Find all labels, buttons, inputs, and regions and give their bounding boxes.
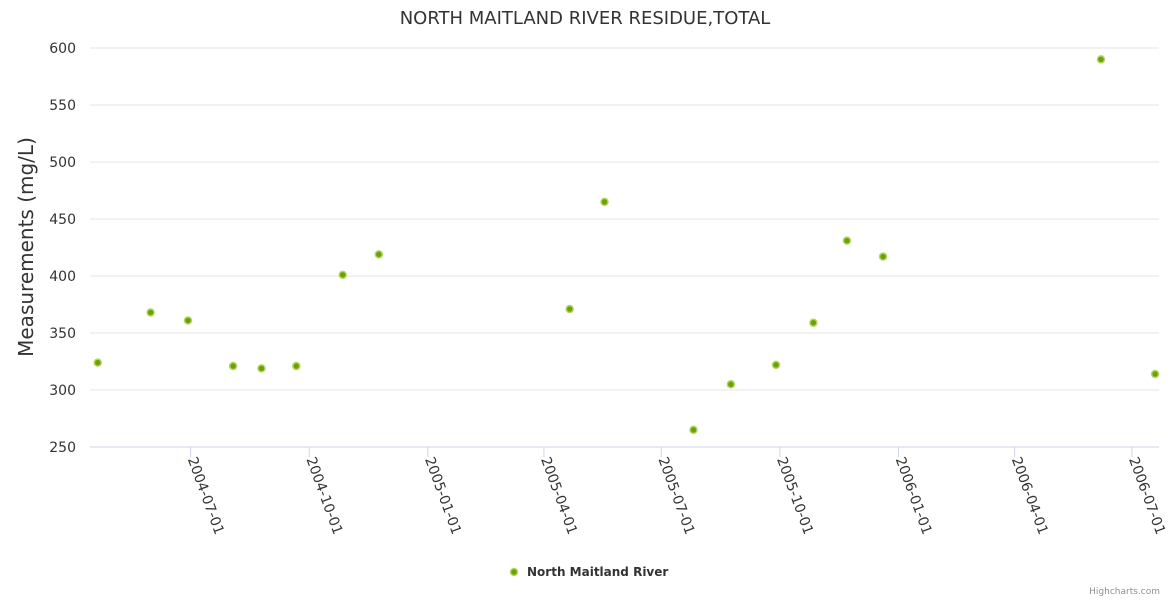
y-tick-label: 350 (49, 326, 76, 342)
gridlines (90, 47, 1159, 448)
data-point[interactable] (257, 364, 266, 373)
data-point[interactable] (146, 308, 155, 317)
data-point[interactable] (842, 236, 852, 245)
data-point[interactable] (228, 361, 238, 371)
data-point[interactable] (183, 316, 193, 325)
data-points (93, 55, 1160, 435)
credits-link[interactable]: Highcharts.com (1089, 587, 1160, 597)
y-tick-label: 400 (49, 269, 76, 285)
x-tick-label: 2004-10-01 (302, 455, 345, 537)
y-tick-label: 500 (49, 155, 76, 171)
x-tick-label: 2005-07-01 (654, 455, 697, 537)
legend-label[interactable]: North Maitland River (527, 565, 668, 579)
x-tick-label: 2006-01-01 (892, 455, 935, 537)
x-axis-ticks: 2004-07-01 2004-10-01 2005-01-01 2005-04-01… (184, 447, 1168, 537)
chart-title: NORTH MAITLAND RIVER RESIDUE,TOTAL (400, 8, 771, 29)
y-tick-label: 250 (49, 440, 76, 456)
data-point[interactable] (726, 380, 736, 389)
legend[interactable]: North Maitland River (509, 565, 669, 579)
y-axis-ticks: 250 300 350 400 450 500 550 600 (49, 41, 76, 456)
data-point[interactable] (771, 360, 781, 370)
x-tick-label: 2005-01-01 (421, 455, 464, 537)
x-tick-label: 2006-04-01 (1008, 455, 1051, 537)
x-tick-label: 2005-04-01 (537, 455, 580, 537)
data-point[interactable] (565, 304, 574, 314)
legend-marker-icon (509, 567, 519, 577)
data-point[interactable] (93, 358, 102, 367)
x-tick-label: 2005-10-01 (773, 455, 816, 537)
data-point[interactable] (374, 250, 384, 259)
y-axis-label: Measurements (mg/L) (14, 137, 38, 357)
data-point[interactable] (878, 252, 888, 261)
data-point[interactable] (1096, 55, 1106, 64)
y-tick-label: 300 (49, 383, 76, 399)
x-tick-label: 2004-07-01 (184, 455, 227, 537)
x-tick-label: 2006-07-01 (1125, 455, 1168, 537)
data-point[interactable] (338, 270, 347, 280)
data-point[interactable] (1150, 369, 1160, 379)
y-tick-label: 600 (49, 41, 76, 57)
data-point[interactable] (809, 318, 818, 327)
data-point[interactable] (689, 425, 698, 435)
y-tick-label: 550 (49, 98, 76, 114)
y-tick-label: 450 (49, 212, 76, 228)
data-point[interactable] (600, 197, 609, 207)
data-point[interactable] (292, 361, 301, 371)
